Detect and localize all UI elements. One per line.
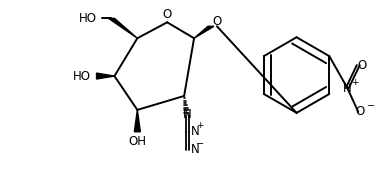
- Text: −: −: [196, 139, 204, 149]
- Text: N: N: [191, 143, 200, 156]
- Text: HO: HO: [79, 12, 97, 25]
- Text: N: N: [343, 81, 352, 95]
- Polygon shape: [109, 18, 137, 38]
- Text: N: N: [183, 108, 191, 121]
- Polygon shape: [134, 110, 140, 132]
- Text: −: −: [367, 101, 375, 111]
- Text: O: O: [358, 59, 367, 72]
- Text: O: O: [162, 8, 172, 21]
- Text: O: O: [212, 15, 221, 28]
- Text: OH: OH: [128, 135, 146, 148]
- Text: +: +: [351, 78, 359, 87]
- Polygon shape: [194, 26, 214, 38]
- Polygon shape: [97, 73, 114, 79]
- Text: N: N: [191, 125, 200, 138]
- Text: HO: HO: [73, 70, 91, 83]
- Text: +: +: [196, 121, 203, 130]
- Text: O: O: [356, 105, 365, 118]
